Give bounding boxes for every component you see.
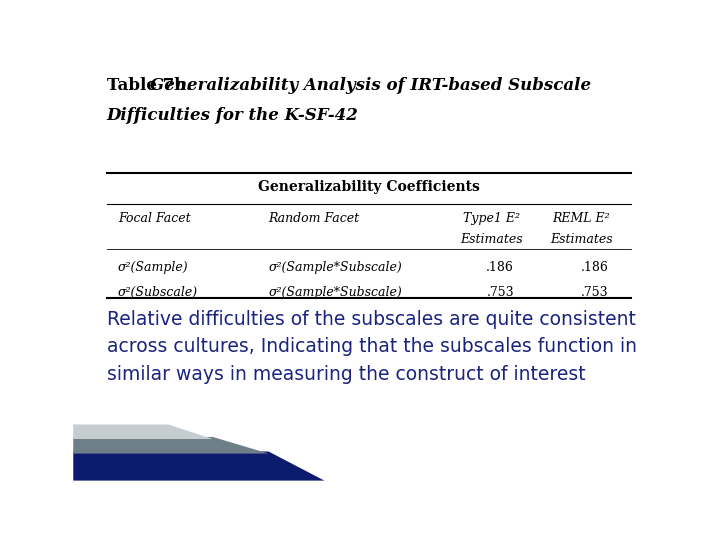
Text: .753: .753 — [487, 286, 514, 299]
Polygon shape — [73, 451, 324, 481]
Text: σ²(Sample*Subscale): σ²(Sample*Subscale) — [269, 261, 402, 274]
Text: σ²(Sample*Subscale): σ²(Sample*Subscale) — [269, 286, 402, 299]
Text: Relative difficulties of the subscales are quite consistent
across cultures, Ind: Relative difficulties of the subscales a… — [107, 310, 636, 383]
Text: Table 7b.: Table 7b. — [107, 77, 197, 94]
Text: Generalizability Coefficients: Generalizability Coefficients — [258, 180, 480, 194]
Text: Random Facet: Random Facet — [269, 212, 360, 225]
Text: Generalizability Analysis of IRT-based Subscale: Generalizability Analysis of IRT-based S… — [150, 77, 591, 94]
Text: REML E²: REML E² — [552, 212, 610, 225]
Text: σ²(Subscale): σ²(Subscale) — [118, 286, 198, 299]
Text: .753: .753 — [581, 286, 609, 299]
Text: .186: .186 — [486, 261, 514, 274]
Polygon shape — [73, 437, 269, 454]
Text: Estimates: Estimates — [550, 233, 612, 246]
Text: Type1 E²: Type1 E² — [463, 212, 521, 225]
Text: Difficulties for the K-SF-42: Difficulties for the K-SF-42 — [107, 107, 359, 124]
Text: σ²(Sample): σ²(Sample) — [118, 261, 189, 274]
Text: Estimates: Estimates — [461, 233, 523, 246]
Polygon shape — [73, 424, 213, 439]
Text: Focal Facet: Focal Facet — [118, 212, 191, 225]
Text: .186: .186 — [581, 261, 609, 274]
